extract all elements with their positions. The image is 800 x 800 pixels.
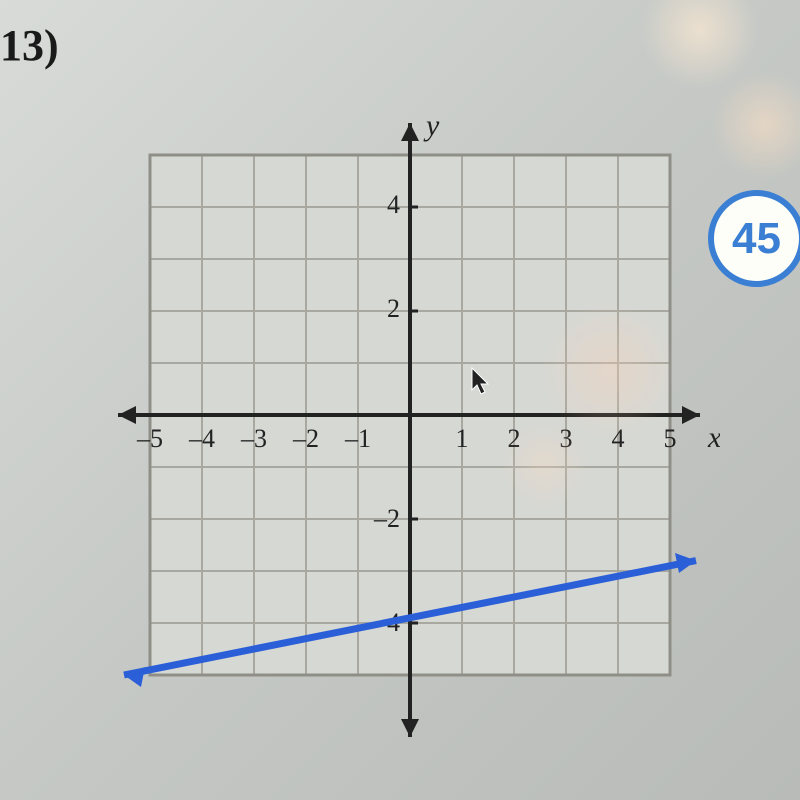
score-badge: 45 — [708, 190, 800, 287]
coordinate-graph: –5 –4 –3 –2 –1 1 2 3 4 5 4 2 –2 –4 x y — [100, 95, 720, 755]
svg-text:2: 2 — [508, 424, 521, 453]
x-axis-label: x — [707, 421, 720, 454]
svg-text:–1: –1 — [344, 424, 371, 453]
svg-text:4: 4 — [612, 424, 625, 453]
svg-text:2: 2 — [387, 294, 400, 323]
score-value: 45 — [732, 214, 781, 264]
svg-text:–4: –4 — [188, 424, 215, 453]
problem-number: 13) — [0, 20, 59, 71]
svg-text:–5: –5 — [136, 424, 163, 453]
svg-text:–3: –3 — [240, 424, 267, 453]
svg-text:4: 4 — [387, 190, 400, 219]
svg-text:5: 5 — [664, 424, 677, 453]
lens-flare — [710, 70, 800, 180]
svg-text:3: 3 — [560, 424, 573, 453]
y-axis-label: y — [423, 109, 440, 142]
lens-flare — [640, 0, 760, 90]
svg-text:1: 1 — [456, 424, 469, 453]
svg-text:–2: –2 — [373, 504, 400, 533]
svg-text:–2: –2 — [292, 424, 319, 453]
